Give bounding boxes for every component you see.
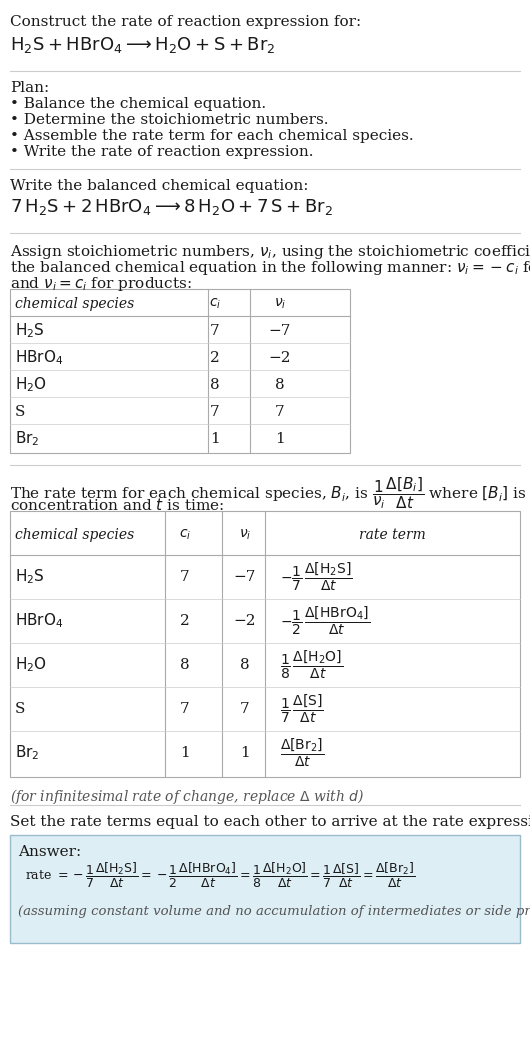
Text: • Balance the chemical equation.: • Balance the chemical equation.: [10, 97, 266, 111]
Text: • Determine the stoichiometric numbers.: • Determine the stoichiometric numbers.: [10, 113, 329, 127]
Text: $\dfrac{1}{8}\,\dfrac{\Delta[\mathrm{H_2O}]}{\Delta t}$: $\dfrac{1}{8}\,\dfrac{\Delta[\mathrm{H_2…: [280, 648, 343, 681]
Text: 7: 7: [275, 405, 285, 419]
Text: chemical species: chemical species: [15, 528, 134, 542]
Bar: [10, 511, 520, 777]
Text: The rate term for each chemical species, $B_i$, is $\dfrac{1}{\nu_i}\dfrac{\Delt: The rate term for each chemical species,…: [10, 475, 530, 511]
Text: (assuming constant volume and no accumulation of intermediates or side products): (assuming constant volume and no accumul…: [18, 905, 530, 918]
Text: 1: 1: [210, 432, 220, 446]
Text: 7: 7: [210, 324, 220, 338]
Text: $c_i$: $c_i$: [179, 528, 191, 543]
Text: (for infinitesimal rate of change, replace $\Delta$ with $d$): (for infinitesimal rate of change, repla…: [10, 787, 364, 806]
Text: • Write the rate of reaction expression.: • Write the rate of reaction expression.: [10, 145, 314, 159]
Text: the balanced chemical equation in the following manner: $\nu_i = -c_i$ for react: the balanced chemical equation in the fo…: [10, 259, 530, 277]
Text: 8: 8: [210, 378, 220, 392]
Text: −2: −2: [269, 351, 292, 364]
Text: 8: 8: [275, 378, 285, 392]
Text: −7: −7: [234, 570, 256, 584]
Text: 1: 1: [180, 746, 190, 760]
Text: rate term: rate term: [359, 528, 426, 542]
Text: $\nu_i$: $\nu_i$: [239, 528, 251, 543]
Text: concentration and $t$ is time:: concentration and $t$ is time:: [10, 497, 224, 513]
Text: Answer:: Answer:: [18, 845, 81, 859]
Text: 7: 7: [210, 405, 220, 419]
Text: Write the balanced chemical equation:: Write the balanced chemical equation:: [10, 179, 308, 193]
Text: S: S: [15, 702, 25, 716]
Text: $\mathrm{H_2S}$: $\mathrm{H_2S}$: [15, 322, 45, 340]
Text: and $\nu_i = c_i$ for products:: and $\nu_i = c_i$ for products:: [10, 275, 192, 293]
Text: $-\dfrac{1}{7}\,\dfrac{\Delta[\mathrm{H_2S}]}{\Delta t}$: $-\dfrac{1}{7}\,\dfrac{\Delta[\mathrm{H_…: [280, 561, 353, 593]
Text: $\nu_i$: $\nu_i$: [274, 296, 286, 311]
Text: $\mathrm{H_2O}$: $\mathrm{H_2O}$: [15, 376, 47, 395]
Text: $c_i$: $c_i$: [209, 296, 221, 311]
Text: • Assemble the rate term for each chemical species.: • Assemble the rate term for each chemic…: [10, 129, 413, 143]
Text: $-\dfrac{1}{2}\,\dfrac{\Delta[\mathrm{HBrO_4}]}{\Delta t}$: $-\dfrac{1}{2}\,\dfrac{\Delta[\mathrm{HB…: [280, 604, 370, 637]
Text: 2: 2: [180, 614, 190, 628]
Text: 2: 2: [210, 351, 220, 364]
Text: 8: 8: [180, 658, 190, 672]
Text: 1: 1: [240, 746, 250, 760]
Text: $\mathrm{H_2S}$: $\mathrm{H_2S}$: [15, 568, 45, 587]
Text: S: S: [15, 405, 25, 419]
Text: Construct the rate of reaction expression for:: Construct the rate of reaction expressio…: [10, 15, 361, 29]
Text: $\mathrm{H_2O}$: $\mathrm{H_2O}$: [15, 656, 47, 674]
Text: $\mathrm{HBrO_4}$: $\mathrm{HBrO_4}$: [15, 612, 64, 631]
Text: $\mathrm{7\,H_2S + 2\,HBrO_4 \longrightarrow 8\,H_2O + 7\,S + Br_2}$: $\mathrm{7\,H_2S + 2\,HBrO_4 \longrighta…: [10, 197, 333, 217]
Text: 7: 7: [180, 570, 190, 584]
Text: $\dfrac{1}{7}\,\dfrac{\Delta[\mathrm{S}]}{\Delta t}$: $\dfrac{1}{7}\,\dfrac{\Delta[\mathrm{S}]…: [280, 693, 324, 726]
Text: 8: 8: [240, 658, 250, 672]
Text: $\dfrac{\Delta[\mathrm{Br_2}]}{\Delta t}$: $\dfrac{\Delta[\mathrm{Br_2}]}{\Delta t}…: [280, 737, 324, 769]
Text: 7: 7: [180, 702, 190, 716]
Bar: [10, 289, 350, 453]
Text: 7: 7: [240, 702, 250, 716]
Text: Plan:: Plan:: [10, 81, 49, 95]
Text: −7: −7: [269, 324, 291, 338]
Text: Set the rate terms equal to each other to arrive at the rate expression:: Set the rate terms equal to each other t…: [10, 815, 530, 829]
Text: chemical species: chemical species: [15, 296, 134, 311]
Text: −2: −2: [234, 614, 256, 628]
Text: $\mathrm{H_2S + HBrO_4 \longrightarrow H_2O + S + Br_2}$: $\mathrm{H_2S + HBrO_4 \longrightarrow H…: [10, 35, 276, 55]
Text: $\mathrm{Br_2}$: $\mathrm{Br_2}$: [15, 743, 40, 762]
Text: rate $= -\dfrac{1}{7}\dfrac{\Delta[\mathrm{H_2S}]}{\Delta t} = -\dfrac{1}{2}\dfr: rate $= -\dfrac{1}{7}\dfrac{\Delta[\math…: [25, 860, 416, 889]
Text: $\mathrm{Br_2}$: $\mathrm{Br_2}$: [15, 429, 40, 448]
FancyBboxPatch shape: [10, 835, 520, 943]
Text: 1: 1: [275, 432, 285, 446]
Text: Assign stoichiometric numbers, $\nu_i$, using the stoichiometric coefficients, $: Assign stoichiometric numbers, $\nu_i$, …: [10, 243, 530, 261]
Text: $\mathrm{HBrO_4}$: $\mathrm{HBrO_4}$: [15, 349, 64, 367]
